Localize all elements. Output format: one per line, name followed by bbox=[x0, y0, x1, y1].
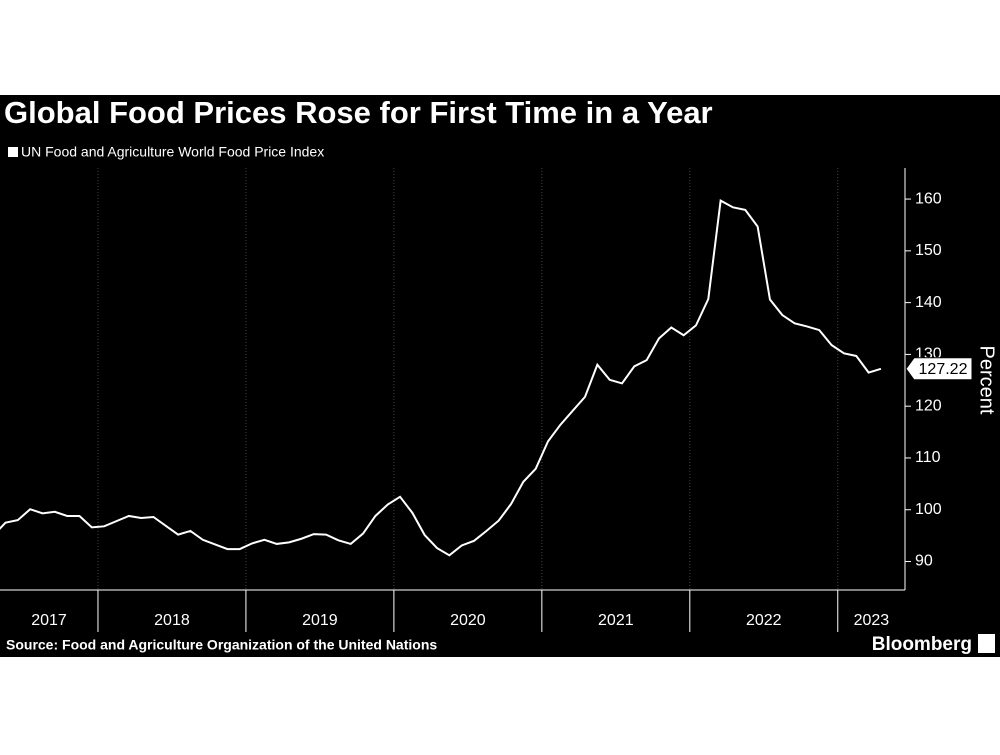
y-tick-label: 140 bbox=[915, 294, 942, 311]
y-tick-label: 90 bbox=[915, 553, 933, 570]
y-tick-label: 160 bbox=[915, 190, 942, 207]
x-tick-label: 2019 bbox=[302, 612, 338, 629]
panel bbox=[0, 95, 1000, 657]
value-label: 127.22 bbox=[919, 361, 968, 378]
y-tick-label: 100 bbox=[915, 501, 942, 518]
x-tick-label: 2020 bbox=[450, 612, 486, 629]
y-axis-label: Percent bbox=[976, 346, 998, 415]
chart-title: Global Food Prices Rose for First Time i… bbox=[4, 95, 713, 130]
y-tick-label: 120 bbox=[915, 397, 942, 414]
y-tick-label: 150 bbox=[915, 242, 942, 259]
x-tick-label: 2022 bbox=[746, 612, 782, 629]
brand-icon bbox=[978, 634, 995, 653]
x-tick-label: 2023 bbox=[854, 612, 890, 629]
legend-label: UN Food and Agriculture World Food Price… bbox=[21, 144, 324, 160]
legend-swatch bbox=[8, 147, 18, 157]
line bbox=[0, 199, 882, 557]
value-label-box bbox=[905, 357, 973, 381]
brand: Bloomberg bbox=[872, 634, 972, 655]
x-tick-label: 2017 bbox=[31, 612, 67, 629]
x-tick-label: 2021 bbox=[598, 612, 634, 629]
source: Source: Food and Agriculture Organizatio… bbox=[6, 637, 437, 653]
y-tick-label: 110 bbox=[915, 449, 941, 466]
x-tick-label: 2018 bbox=[154, 612, 190, 629]
